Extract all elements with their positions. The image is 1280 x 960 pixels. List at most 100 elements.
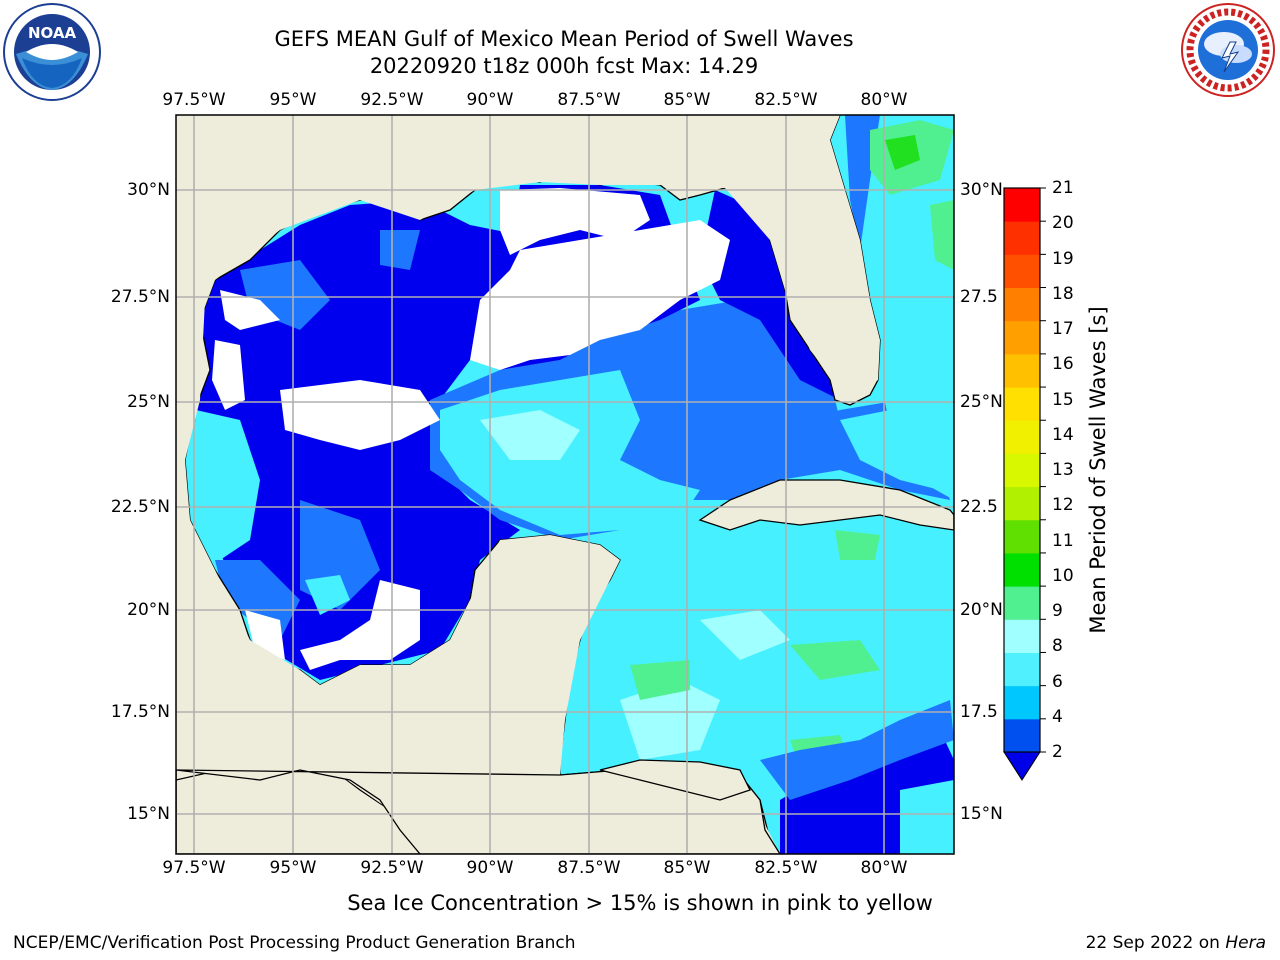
lat-label-right: 25°N — [960, 392, 1003, 412]
lat-label-right: 15°N — [960, 804, 1003, 824]
masked-area-south — [300, 580, 420, 670]
colorbar-tick-label: 20 — [1052, 213, 1074, 234]
colorbar-under-triangle — [1003, 751, 1041, 781]
land-honduras-coast — [599, 759, 751, 801]
colorbar-segment — [1004, 453, 1040, 488]
lon-label-bottom: 95°W — [269, 858, 317, 878]
colorbar-segment — [1004, 486, 1040, 521]
florida-straits-cyan — [840, 410, 940, 490]
masked-area-west — [212, 340, 245, 410]
colorbar-segment — [1004, 685, 1040, 720]
pacific-yellow-green — [176, 790, 260, 854]
land-florida-interior — [176, 115, 880, 400]
lat-label-left: 22.5°N — [110, 497, 170, 517]
colorbar-tick-label: 2 — [1052, 742, 1063, 762]
colorbar-segment — [1004, 652, 1040, 687]
sea-ice-note: Sea Ice Concentration > 15% is shown in … — [347, 891, 933, 915]
lon-label-bottom: 92.5°W — [360, 858, 424, 878]
colorbar-tick-label: 17 — [1052, 319, 1074, 339]
colorbar-segment — [1004, 718, 1040, 753]
caribbean-green-2 — [630, 660, 690, 700]
western-gulf-blue-patch-3 — [380, 230, 420, 270]
colorbar-segment — [1004, 188, 1040, 222]
colorbar-tick-label: 11 — [1052, 530, 1074, 551]
masked-area-southwest — [245, 610, 285, 660]
caribbean-deep-blue-southeast — [780, 730, 954, 854]
lat-label-left: 15°N — [127, 804, 170, 824]
lat-label-right: 20°N — [960, 600, 1003, 620]
lat-label-left: 17.5°N — [110, 702, 170, 722]
lon-label-bottom: 80°W — [860, 858, 908, 878]
western-gulf-deep-blue — [195, 200, 530, 680]
chart-title: GEFS MEAN Gulf of Mexico Mean Period of … — [274, 27, 854, 51]
western-gulf-blue-strip — [215, 560, 300, 640]
colorbar-segment — [1004, 619, 1040, 653]
masked-area-northeast — [470, 220, 730, 370]
colorbar-tick-label: 6 — [1052, 671, 1063, 692]
land-north-america — [176, 115, 881, 854]
colorbar-segment — [1004, 221, 1040, 255]
colorbar-tick-label: 19 — [1052, 248, 1074, 269]
caribbean-cyan-southeast — [900, 780, 954, 854]
chart-subtitle: 20220920 t18z 000h fcst Max: 14.29 — [369, 54, 759, 78]
western-gulf-blue-patch-2 — [300, 500, 380, 610]
caribbean-green-3 — [835, 530, 880, 560]
masked-area-north — [500, 188, 650, 255]
caribbean-light-cyan-2 — [700, 610, 790, 660]
colorbar-tick-label: 14 — [1052, 424, 1074, 445]
colorbar-segment — [1004, 320, 1040, 355]
graticule — [176, 115, 954, 854]
eastern-shelf-deep-blue — [700, 190, 840, 400]
colorbar-segment — [1004, 586, 1040, 620]
footer-date-text: 22 Sep 2022 on — [1085, 933, 1220, 953]
lon-label-bottom: 85°W — [663, 858, 711, 878]
lat-label-left: 27.5°N — [110, 287, 170, 307]
colorbar-tick-label: 21 — [1052, 178, 1074, 198]
colorbar-tick-label: 9 — [1052, 601, 1063, 621]
lon-label-bottom: 82.5°W — [754, 858, 818, 878]
caribbean-blue-southeast — [760, 700, 954, 800]
caribbean-green — [790, 640, 880, 680]
masked-area-northwest — [220, 290, 280, 330]
colorbar-tick-label: 15 — [1052, 389, 1074, 410]
lon-label-top: 97.5°W — [162, 90, 226, 110]
footer-machine: Hera — [1225, 933, 1266, 953]
lon-label-top: 87.5°W — [557, 90, 621, 110]
western-gulf-cyan-strip — [192, 410, 260, 560]
noaa-logo: NOAA — [2, 2, 102, 102]
pacific-green — [176, 780, 420, 854]
nws-logo — [1180, 2, 1276, 98]
footer-credit: NCEP/EMC/Verification Post Processing Pr… — [13, 933, 576, 953]
lat-label-right: 30°N — [960, 180, 1003, 200]
atlantic-green-2 — [930, 200, 954, 270]
lat-label-left: 20°N — [127, 600, 170, 620]
lon-label-top: 95°W — [269, 90, 317, 110]
colorbar-segment — [1004, 387, 1040, 421]
colorbar-segment — [1004, 519, 1040, 554]
lat-label-left: 25°N — [127, 392, 170, 412]
lon-label-bottom: 90°W — [466, 858, 514, 878]
colorbar-tick-label: 10 — [1052, 565, 1074, 586]
colorbar-segment — [1004, 254, 1040, 289]
footer-date: 22 Sep 2022 on Hera — [1086, 933, 1266, 953]
colorbar-tick-label: 8 — [1052, 636, 1063, 657]
western-gulf-blue-patch — [240, 260, 330, 330]
central-gulf-cyan — [440, 370, 700, 535]
colorbar — [1004, 187, 1046, 753]
central-gulf-blue — [430, 300, 840, 540]
colorbar-title: Mean Period of Swell Waves [s] — [1086, 306, 1110, 634]
colorbar-frame — [1003, 187, 1041, 753]
lon-label-top: 80°W — [860, 90, 908, 110]
caribbean-light-cyan — [620, 680, 720, 760]
lon-label-top: 85°W — [663, 90, 711, 110]
ocean-background — [176, 115, 954, 854]
lon-label-top: 92.5°W — [360, 90, 424, 110]
central-gulf-light-cyan — [480, 410, 580, 460]
lat-label-left: 30°N — [127, 180, 170, 200]
masked-area-central — [280, 380, 440, 450]
pacific-bright-green — [250, 810, 380, 854]
map-frame — [175, 114, 955, 855]
colorbar-segment — [1004, 353, 1040, 388]
atlantic-blue — [845, 115, 880, 250]
northeast-gulf-deep-blue — [470, 185, 700, 370]
